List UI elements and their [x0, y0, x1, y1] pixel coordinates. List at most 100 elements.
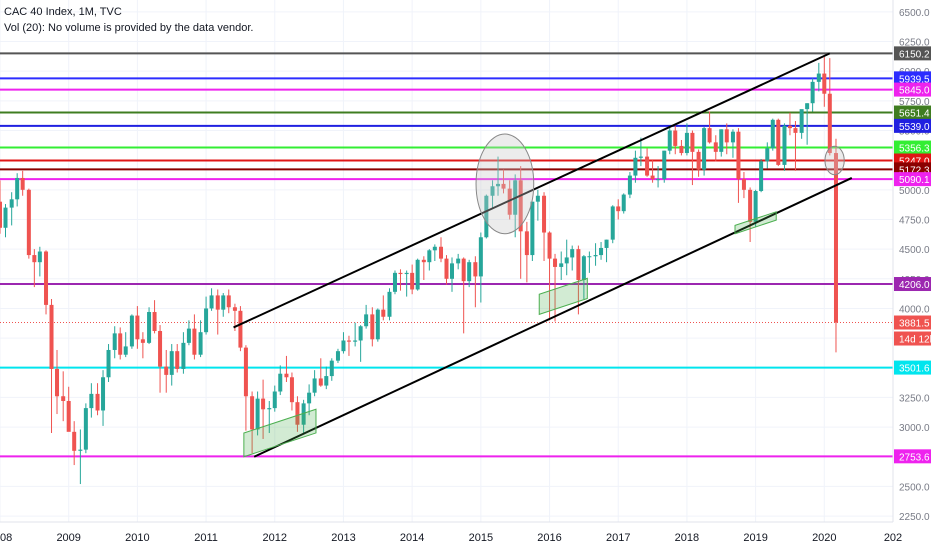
level-price-tag-label: 6150.2	[899, 49, 930, 60]
candle-body	[324, 376, 329, 386]
candle-body	[243, 347, 248, 397]
candle-body	[439, 246, 444, 259]
level-price-tag-label: 5651.4	[899, 109, 930, 120]
candle-body	[175, 351, 180, 369]
candle-body	[702, 128, 707, 170]
level-price-tag	[894, 71, 931, 86]
candle-body	[650, 175, 655, 180]
candle-body	[535, 195, 540, 202]
candle-body	[559, 263, 564, 267]
candle-body	[444, 258, 449, 279]
time-tick-label: 2012	[263, 532, 287, 544]
candle-body	[78, 449, 83, 451]
candle-body	[638, 156, 643, 158]
candle-body	[341, 340, 346, 352]
candle-body	[375, 309, 380, 340]
candle-body	[724, 129, 729, 143]
candle-body	[381, 309, 386, 317]
candle-body	[656, 179, 661, 181]
candle-body	[530, 201, 535, 256]
level-price-tag	[894, 82, 931, 97]
candle-body	[186, 328, 191, 343]
chart-title: CAC 40 Index, 1M, TVC	[4, 6, 122, 18]
level-price-tag	[894, 277, 931, 292]
level-price-tag-label: 3501.6	[899, 364, 930, 375]
highlight-box	[538, 277, 588, 316]
candle-body	[741, 179, 746, 190]
candle-body	[816, 73, 821, 82]
candle-body	[753, 191, 758, 222]
candle-body	[181, 342, 186, 369]
level-price-tag-label: 5939.5	[899, 74, 930, 85]
candle-body	[805, 103, 810, 110]
candle-body	[410, 272, 415, 290]
candle-body	[387, 291, 392, 317]
candle-body	[335, 351, 340, 361]
candle-body	[129, 315, 134, 347]
level-price-tag-label: 5539.0	[899, 122, 930, 133]
candle-body	[604, 239, 609, 248]
candle-body	[278, 373, 283, 392]
highlight-ellipse	[824, 145, 845, 176]
candle-body	[238, 310, 243, 348]
time-tick-label: 2011	[194, 532, 218, 544]
time-tick-label: 2018	[675, 532, 699, 544]
candle-body	[679, 145, 684, 154]
candle-body	[759, 161, 764, 192]
time-tick-label: 2013	[331, 532, 355, 544]
candle-body	[346, 340, 351, 342]
candle-body	[3, 207, 8, 228]
candle-body	[673, 130, 678, 146]
candle-body	[106, 349, 111, 378]
candle-body	[576, 249, 581, 280]
candle-body	[20, 177, 25, 190]
price-tick-label: 6250.0	[899, 38, 930, 49]
candle-body	[364, 314, 369, 327]
candle-body	[169, 351, 174, 375]
candle-body	[66, 400, 71, 432]
candle-body	[542, 195, 547, 233]
price-axis[interactable]: 2250.02500.02750.03000.03250.03500.03750…	[892, 0, 932, 550]
level-price-tag-label: 5845.0	[899, 86, 930, 97]
countdown-tag-label: 14d 12h	[899, 335, 932, 346]
candles	[0, 56, 838, 485]
candle-body	[404, 272, 409, 275]
candle-body	[353, 340, 358, 342]
candle-body	[473, 262, 478, 277]
candle-body	[232, 307, 237, 311]
candle-body	[553, 258, 558, 267]
candle-body	[719, 129, 724, 152]
time-axis[interactable]: 08 2009 2010 2011 2012 2013 2014 2015 2016 2017 20…	[0, 521, 932, 550]
candle-body	[398, 272, 403, 275]
level-price-tag-label: 4206.0	[899, 280, 930, 291]
candle-body	[312, 378, 317, 393]
candle-body	[358, 326, 363, 341]
candle-body	[765, 148, 770, 162]
candle-body	[61, 396, 66, 401]
candle-body	[250, 396, 255, 430]
candle-body	[696, 151, 701, 170]
candle-body	[89, 393, 94, 409]
candle-body	[484, 195, 489, 238]
level-price-tag	[894, 449, 931, 464]
candle-body	[44, 251, 49, 305]
candle-body	[101, 377, 106, 411]
time-axis-bg	[0, 522, 932, 550]
price-tick-label: 5000.0	[899, 186, 930, 197]
candle-body	[192, 328, 197, 355]
level-price-tag	[894, 46, 931, 61]
level-price-tag	[894, 360, 931, 375]
time-tick-label: 2010	[125, 532, 149, 544]
candle-body	[421, 259, 426, 263]
candle-body	[662, 150, 667, 180]
candle-body	[610, 206, 615, 240]
price-tick-label: 6500.0	[899, 8, 930, 19]
candle-body	[307, 392, 312, 404]
candle-body	[570, 249, 575, 258]
last-price-tag-label: 3881.5	[899, 319, 930, 330]
level-price-tag	[894, 140, 931, 155]
candle-body	[272, 391, 277, 409]
candle-body	[799, 109, 804, 133]
